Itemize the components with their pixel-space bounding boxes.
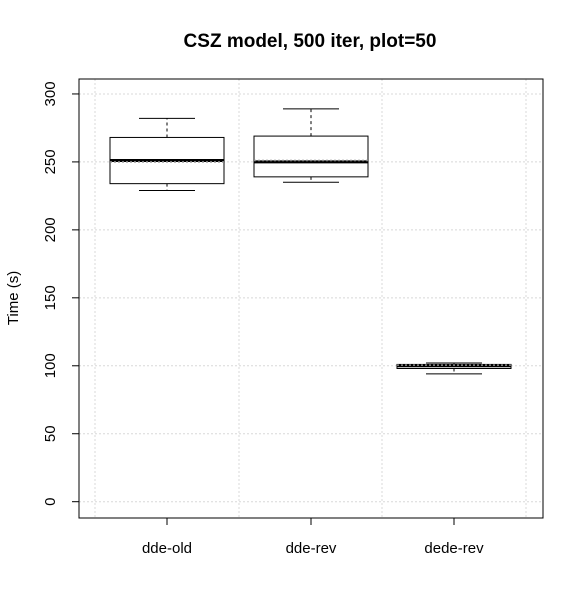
plot-frame: [78, 78, 544, 519]
y-tick-label: 150: [42, 285, 59, 310]
x-tick-label: dde-old: [142, 540, 192, 557]
box-dde-old: [109, 117, 225, 191]
y-tick-label: 50: [42, 425, 59, 442]
y-tick-label: 0: [42, 498, 59, 506]
x-axis: dde-old dde-rev dede-rev: [142, 517, 484, 557]
chart-title: CSZ model, 500 iter, plot=50: [184, 31, 437, 52]
x-tick-label: dede-rev: [424, 540, 484, 557]
box-dede-rev: [396, 362, 512, 375]
grid: [79, 79, 543, 518]
boxes: [109, 108, 512, 375]
box-iqr: [253, 135, 369, 178]
y-axis: 0 50 100 150 200 250 300: [42, 81, 79, 506]
box-dde-rev: [253, 108, 369, 183]
y-axis-label: Time (s): [5, 271, 22, 325]
y-tick-label: 300: [42, 81, 59, 106]
y-tick-label: 250: [42, 149, 59, 174]
y-tick-label: 100: [42, 353, 59, 378]
y-tick-label: 200: [42, 217, 59, 242]
x-tick-label: dde-rev: [286, 540, 337, 557]
